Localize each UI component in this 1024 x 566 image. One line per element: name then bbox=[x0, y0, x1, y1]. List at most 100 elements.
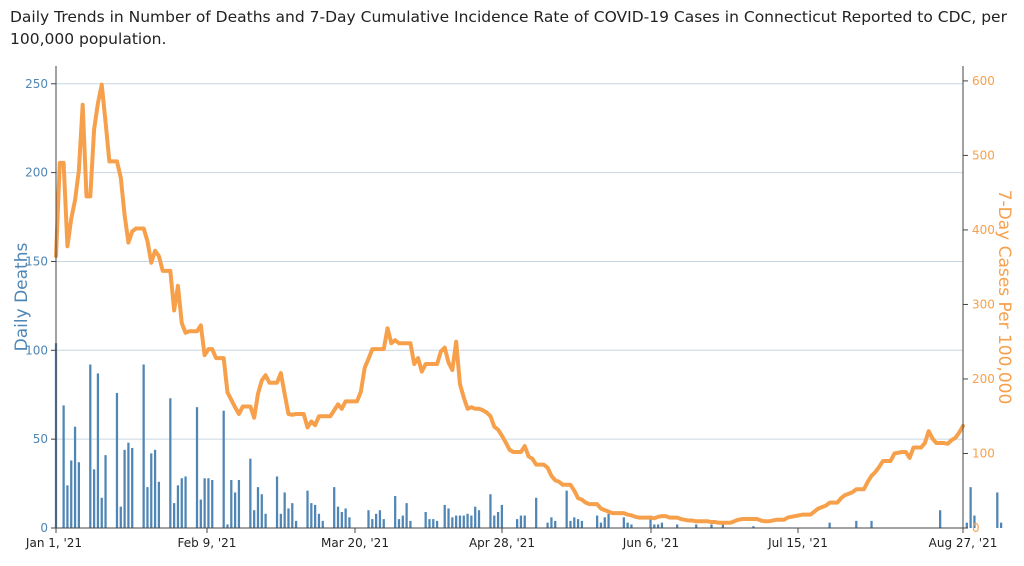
death-bar[interactable] bbox=[374, 513, 378, 528]
death-bar[interactable] bbox=[455, 515, 458, 528]
death-bar[interactable] bbox=[279, 513, 282, 528]
death-bar[interactable] bbox=[447, 508, 450, 528]
death-bar[interactable] bbox=[92, 469, 96, 528]
death-bar[interactable] bbox=[477, 510, 481, 528]
death-bar[interactable] bbox=[294, 520, 298, 528]
death-bar[interactable] bbox=[599, 522, 603, 528]
death-bar[interactable] bbox=[127, 442, 130, 528]
death-bar[interactable] bbox=[176, 485, 180, 528]
death-bar[interactable] bbox=[676, 524, 679, 528]
death-bar[interactable] bbox=[348, 517, 351, 528]
death-bar[interactable] bbox=[230, 480, 233, 528]
death-bar[interactable] bbox=[546, 522, 549, 528]
death-bar[interactable] bbox=[569, 520, 572, 528]
death-bar[interactable] bbox=[96, 373, 100, 528]
death-bar[interactable] bbox=[233, 492, 237, 528]
death-bar[interactable] bbox=[870, 520, 873, 528]
death-bar[interactable] bbox=[382, 519, 385, 528]
death-bar[interactable] bbox=[474, 506, 477, 528]
death-bar[interactable] bbox=[283, 492, 286, 528]
death-bar[interactable] bbox=[466, 513, 469, 528]
death-bar[interactable] bbox=[515, 519, 519, 528]
death-bar[interactable] bbox=[435, 520, 439, 528]
death-bar[interactable] bbox=[580, 520, 584, 528]
death-bar[interactable] bbox=[462, 515, 465, 528]
death-bar[interactable] bbox=[397, 519, 401, 528]
death-bar[interactable] bbox=[207, 478, 210, 528]
death-bar[interactable] bbox=[180, 478, 183, 528]
death-bar[interactable] bbox=[211, 480, 214, 528]
death-bar[interactable] bbox=[458, 515, 462, 528]
death-bar[interactable] bbox=[153, 449, 157, 528]
death-bar[interactable] bbox=[649, 515, 652, 528]
death-bar[interactable] bbox=[596, 515, 599, 528]
death-bar[interactable] bbox=[222, 410, 225, 528]
death-bar[interactable] bbox=[310, 503, 313, 528]
death-bar[interactable] bbox=[184, 476, 187, 528]
death-bar[interactable] bbox=[70, 460, 73, 528]
death-bar[interactable] bbox=[752, 526, 755, 528]
death-bar[interactable] bbox=[264, 513, 267, 528]
death-bar[interactable] bbox=[226, 524, 229, 528]
death-bar[interactable] bbox=[965, 522, 968, 528]
death-bar[interactable] bbox=[100, 497, 103, 528]
death-bar[interactable] bbox=[630, 524, 633, 528]
death-bar[interactable] bbox=[66, 485, 69, 528]
death-bar[interactable] bbox=[550, 517, 553, 528]
death-bar[interactable] bbox=[256, 487, 260, 528]
death-bar[interactable] bbox=[378, 510, 382, 528]
death-bar[interactable] bbox=[432, 519, 435, 528]
death-bar[interactable] bbox=[855, 520, 858, 528]
death-bar[interactable] bbox=[603, 517, 606, 528]
death-bar[interactable] bbox=[306, 490, 309, 528]
death-bar[interactable] bbox=[626, 522, 629, 528]
death-bar[interactable] bbox=[199, 499, 202, 528]
death-bar[interactable] bbox=[150, 453, 153, 528]
death-bar[interactable] bbox=[657, 524, 660, 528]
death-bar[interactable] bbox=[314, 504, 317, 528]
death-bar[interactable] bbox=[169, 398, 172, 528]
death-bar[interactable] bbox=[253, 510, 256, 528]
death-bar[interactable] bbox=[344, 508, 347, 528]
death-bar[interactable] bbox=[999, 522, 1003, 528]
death-bar[interactable] bbox=[519, 515, 523, 528]
death-bar[interactable] bbox=[424, 512, 427, 528]
death-bar[interactable] bbox=[275, 476, 279, 528]
death-bar[interactable] bbox=[695, 524, 698, 528]
death-bar[interactable] bbox=[607, 513, 610, 528]
death-bar[interactable] bbox=[573, 517, 576, 528]
death-bar[interactable] bbox=[496, 512, 500, 528]
death-bar[interactable] bbox=[367, 510, 370, 528]
death-bar[interactable] bbox=[336, 506, 340, 528]
death-bar[interactable] bbox=[104, 455, 107, 528]
death-bar[interactable] bbox=[146, 487, 149, 528]
death-bar[interactable] bbox=[939, 510, 942, 528]
death-bar[interactable] bbox=[77, 462, 80, 528]
death-bar[interactable] bbox=[340, 512, 343, 528]
death-bar[interactable] bbox=[203, 478, 206, 528]
death-bar[interactable] bbox=[721, 524, 725, 528]
death-bar[interactable] bbox=[405, 503, 408, 528]
death-bar[interactable] bbox=[89, 364, 92, 528]
death-bar[interactable] bbox=[249, 458, 252, 528]
death-bar[interactable] bbox=[470, 515, 473, 528]
death-bar[interactable] bbox=[969, 487, 972, 528]
death-bar[interactable] bbox=[157, 481, 161, 528]
cases-line[interactable] bbox=[54, 82, 965, 525]
death-bar[interactable] bbox=[62, 405, 65, 528]
death-bar[interactable] bbox=[142, 364, 145, 528]
death-bar[interactable] bbox=[660, 522, 664, 528]
death-bar[interactable] bbox=[131, 448, 134, 528]
death-bar[interactable] bbox=[576, 519, 580, 528]
death-bar[interactable] bbox=[321, 520, 324, 528]
death-bar[interactable] bbox=[291, 503, 294, 528]
death-bar[interactable] bbox=[710, 524, 713, 528]
death-bar[interactable] bbox=[622, 517, 625, 528]
death-bar[interactable] bbox=[565, 490, 568, 528]
death-bar[interactable] bbox=[451, 517, 454, 528]
death-bar[interactable] bbox=[493, 515, 496, 528]
death-bar[interactable] bbox=[428, 519, 431, 528]
death-bar[interactable] bbox=[123, 449, 126, 528]
death-bar[interactable] bbox=[119, 506, 122, 528]
death-bar[interactable] bbox=[535, 497, 538, 528]
